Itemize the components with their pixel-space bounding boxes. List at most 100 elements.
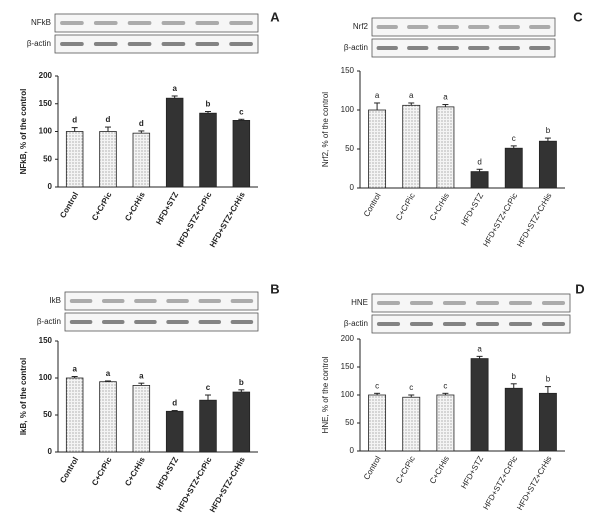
- blot-band: [468, 46, 490, 50]
- blot-image: [64, 312, 259, 332]
- significance-letter: c: [512, 134, 516, 143]
- blot-band: [376, 322, 401, 326]
- blot-band: [127, 21, 152, 25]
- blot-band: [60, 42, 84, 46]
- blot-label: β-actin: [27, 39, 51, 48]
- x-tick-label: HFD+STZ+CrHis: [515, 192, 553, 249]
- x-tick-label: Control: [362, 454, 383, 481]
- blot-band: [442, 322, 467, 326]
- blot-band: [166, 320, 189, 324]
- bar: [99, 131, 117, 188]
- blot-band: [437, 46, 459, 50]
- y-tick-label: 150: [341, 66, 355, 75]
- bar: [232, 120, 251, 188]
- panel-letter: B: [270, 281, 279, 296]
- significance-letter: b: [546, 126, 551, 135]
- significance-letter: a: [375, 91, 380, 100]
- bar: [132, 384, 151, 453]
- x-tick-label: C+CrHis: [428, 192, 451, 223]
- blot-band: [541, 301, 566, 305]
- bar: [402, 396, 421, 452]
- x-tick-label: Control: [58, 456, 80, 485]
- y-tick-label: 150: [39, 99, 53, 108]
- y-axis-label: Nrf2, % of the control: [321, 92, 330, 167]
- y-tick-label: 150: [341, 362, 355, 371]
- blot-band: [198, 299, 222, 303]
- blot-band: [229, 21, 253, 25]
- significance-letter: a: [443, 93, 448, 102]
- blot-image: [54, 13, 259, 33]
- bar: [99, 381, 117, 453]
- y-tick-label: 0: [350, 446, 355, 455]
- blot-band: [161, 42, 186, 46]
- blot-band: [69, 299, 93, 303]
- blot-band: [409, 301, 434, 305]
- blot-image: [54, 34, 259, 54]
- y-axis-label: IkB, % of the control: [19, 358, 28, 435]
- blot-band: [475, 322, 500, 326]
- x-tick-label: C+CrPic: [90, 190, 114, 222]
- significance-letter: b: [546, 375, 551, 384]
- blot-image: [371, 17, 556, 37]
- blot-label: IkB: [49, 296, 61, 305]
- bar: [368, 109, 387, 189]
- bar: [436, 394, 455, 452]
- blot-band: [529, 46, 551, 50]
- x-tick-label: HFD+STZ+CrHis: [515, 455, 553, 512]
- x-tick-label: C+CrPic: [90, 455, 114, 487]
- significance-letter: c: [443, 381, 447, 390]
- significance-letter: b: [512, 372, 517, 381]
- blot-label: β-actin: [344, 319, 368, 328]
- x-tick-label: C+CrPic: [394, 192, 417, 222]
- significance-letter: a: [139, 371, 144, 380]
- significance-letter: c: [239, 107, 244, 116]
- x-tick-label: HFD+STZ+CrPic: [481, 192, 519, 249]
- y-tick-label: 0: [48, 182, 53, 191]
- blot-label: β-actin: [37, 317, 61, 326]
- blot-band: [101, 320, 125, 324]
- significance-letter: c: [206, 383, 211, 392]
- blot-band: [376, 46, 398, 50]
- blot-band: [468, 25, 490, 29]
- blot-band: [442, 301, 467, 305]
- bar: [436, 106, 455, 189]
- x-tick-label: HFD+STZ+CrHis: [208, 190, 247, 249]
- blot-band: [230, 299, 254, 303]
- bar: [538, 392, 557, 452]
- blot-band: [229, 42, 253, 46]
- x-tick-label: HFD+STZ+CrPic: [481, 455, 519, 512]
- blot-band: [134, 320, 157, 324]
- y-tick-label: 100: [39, 127, 53, 136]
- y-tick-label: 200: [39, 71, 53, 80]
- blot-band: [93, 21, 118, 25]
- blot-label: NFkB: [31, 18, 51, 27]
- bar: [402, 104, 421, 189]
- blot-band: [437, 25, 459, 29]
- y-tick-label: 50: [345, 418, 354, 427]
- blot-band: [166, 299, 189, 303]
- y-tick-label: 100: [39, 373, 53, 382]
- blot-band: [195, 42, 220, 46]
- significance-letter: a: [106, 369, 111, 378]
- x-tick-label: C+CrHis: [428, 455, 451, 486]
- bar: [504, 387, 523, 452]
- blot-band: [127, 42, 152, 46]
- bar: [199, 112, 217, 188]
- significance-letter: b: [206, 100, 211, 109]
- significance-letter: d: [139, 119, 144, 128]
- y-tick-label: 50: [345, 144, 354, 153]
- bar: [132, 132, 151, 188]
- y-tick-label: 50: [43, 154, 52, 163]
- blot-band: [161, 21, 186, 25]
- blot-band: [376, 25, 398, 29]
- blot-band: [475, 301, 500, 305]
- y-tick-label: 150: [39, 336, 53, 345]
- significance-letter: a: [72, 365, 77, 374]
- bar: [199, 399, 217, 453]
- y-tick-label: 100: [341, 390, 355, 399]
- bar: [232, 391, 251, 453]
- blot-image: [371, 293, 571, 313]
- bar: [470, 171, 489, 189]
- bar: [65, 377, 84, 453]
- blot-band: [60, 21, 84, 25]
